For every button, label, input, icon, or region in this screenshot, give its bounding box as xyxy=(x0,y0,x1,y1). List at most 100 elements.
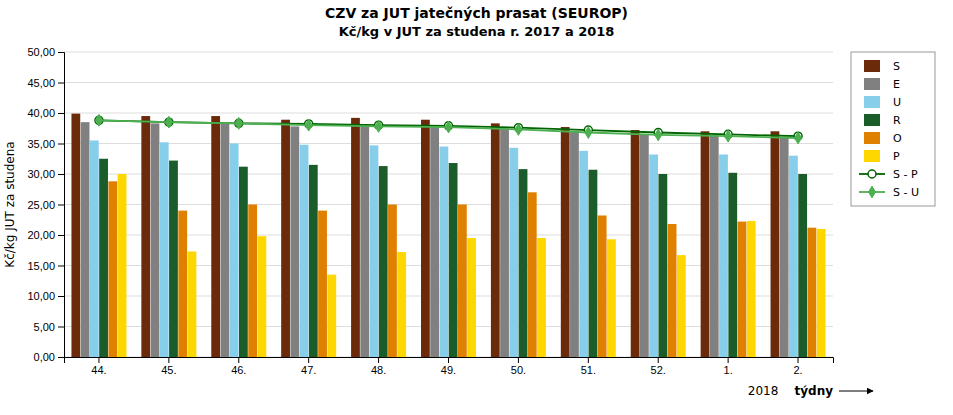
bar xyxy=(99,159,108,357)
x-tick-label: 44. xyxy=(91,364,106,376)
legend-swatch xyxy=(864,96,880,108)
x-tick-mark xyxy=(518,357,519,363)
line-marker xyxy=(725,130,732,142)
x-tick: 50. xyxy=(511,357,526,376)
y-tick-mark xyxy=(58,174,64,175)
x-tick: 52. xyxy=(651,357,666,376)
line-marker xyxy=(515,124,522,136)
y-axis-title: Kč/kg JUT za studena xyxy=(3,141,17,267)
legend-label: S xyxy=(893,60,900,73)
legend-box xyxy=(851,52,935,206)
y-tick-mark xyxy=(58,266,64,267)
y-tick-label: 15,00 xyxy=(27,260,55,272)
legend-item: E xyxy=(864,78,900,91)
x-axis-line xyxy=(65,358,834,364)
y-tick-label: 50,00 xyxy=(27,46,55,58)
x-tick-mark xyxy=(448,357,449,363)
y-tick: 35,00 xyxy=(27,138,64,150)
bar xyxy=(817,229,826,357)
legend: SEUROPS - PS - U xyxy=(851,52,935,206)
y-tick-label: 40,00 xyxy=(27,107,55,119)
bar xyxy=(780,137,789,357)
y-tick: 10,00 xyxy=(27,290,64,302)
bar xyxy=(491,123,500,357)
legend-item: R xyxy=(864,114,901,127)
x-tick: 44. xyxy=(91,357,106,376)
bar xyxy=(719,154,728,357)
legend-item: S xyxy=(864,60,900,73)
y-tick: 5,00 xyxy=(34,321,64,333)
bar xyxy=(677,255,686,357)
x-tick-label: 51. xyxy=(581,364,596,376)
bar xyxy=(300,145,309,357)
line-marker xyxy=(375,121,382,133)
x-tick-mark xyxy=(588,357,589,363)
bar xyxy=(118,174,127,357)
x-axis-title: týdny xyxy=(794,384,833,398)
bar xyxy=(71,114,80,357)
marks xyxy=(71,114,825,357)
legend-swatch xyxy=(864,114,880,126)
bar xyxy=(537,238,546,357)
bar xyxy=(668,224,677,357)
bar xyxy=(281,120,290,357)
bar xyxy=(351,118,360,357)
bar xyxy=(188,251,197,357)
x-tick-label: 50. xyxy=(511,364,526,376)
bar xyxy=(449,163,458,357)
bar xyxy=(151,123,160,357)
y-axis-line xyxy=(58,53,65,358)
bar xyxy=(108,181,117,357)
bar xyxy=(178,211,187,357)
y-tick-mark xyxy=(58,144,64,145)
x-tick-label: 48. xyxy=(371,364,386,376)
bar xyxy=(430,126,439,357)
bar xyxy=(500,128,509,357)
bar xyxy=(388,205,397,358)
legend-swatch xyxy=(864,78,880,90)
y-tick-mark xyxy=(58,205,64,206)
bar xyxy=(421,120,430,357)
x-tick-mark xyxy=(658,357,659,363)
bar xyxy=(318,211,327,357)
bar xyxy=(640,134,649,357)
line-marker xyxy=(795,132,802,144)
legend-label: O xyxy=(893,132,902,145)
legend-item: U xyxy=(864,96,901,109)
bar-series xyxy=(118,174,826,357)
bar-series xyxy=(108,181,816,357)
x-tick: 45. xyxy=(161,357,176,376)
legend-label: R xyxy=(893,114,901,127)
bar xyxy=(397,252,406,357)
x-tick-mark xyxy=(168,357,169,363)
y-tick: 40,00 xyxy=(27,107,64,119)
x-tick-mark xyxy=(378,357,379,363)
legend-label: S - U xyxy=(893,186,919,199)
bar xyxy=(248,205,257,358)
bar xyxy=(141,116,150,357)
x-tick-mark xyxy=(728,357,729,363)
x-tick-mark xyxy=(308,357,309,363)
y-tick-label: 30,00 xyxy=(27,168,55,180)
bar-series xyxy=(90,140,798,357)
y-tick-label: 10,00 xyxy=(27,290,55,302)
title: CZV za JUT jatečných prasat (SEUROP) xyxy=(325,5,628,21)
bar xyxy=(257,236,266,357)
x-tick-label: 47. xyxy=(301,364,316,376)
y-tick-mark xyxy=(58,52,64,53)
legend-label: E xyxy=(893,78,900,91)
bar xyxy=(579,151,588,357)
y-tick-label: 20,00 xyxy=(27,229,55,241)
line-marker xyxy=(305,119,312,131)
y-tick-label: 35,00 xyxy=(27,138,55,150)
bar xyxy=(458,205,467,358)
y-tick-label: 45,00 xyxy=(27,77,55,89)
y-axis: 0,005,0010,0015,0020,0025,0030,0035,0040… xyxy=(27,46,64,363)
bar xyxy=(360,125,369,357)
annotation: 2018 xyxy=(748,384,779,398)
y-tick: 50,00 xyxy=(27,46,64,58)
bar xyxy=(771,131,780,357)
bar xyxy=(789,156,798,357)
line-marker xyxy=(445,121,452,133)
bar xyxy=(728,173,737,357)
